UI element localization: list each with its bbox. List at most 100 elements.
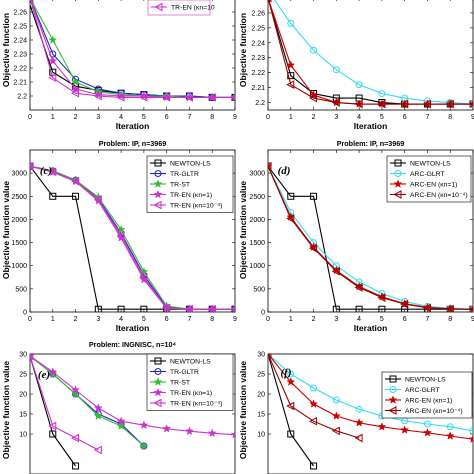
- x-tick-label: 0: [266, 316, 270, 323]
- legend-marker: [154, 2, 163, 12]
- legend-marker: [389, 386, 397, 393]
- legend-label: ARC-EN (κn=1): [410, 182, 457, 189]
- data-point: [71, 433, 80, 443]
- data-point: [287, 430, 295, 438]
- legend-label: NEWTON-LS: [405, 377, 446, 384]
- data-point: [230, 94, 235, 100]
- data-point: [71, 84, 81, 93]
- series-line-3: [268, 354, 360, 439]
- y-tick-label: 2.23: [251, 55, 265, 62]
- x-tick-label: 3: [334, 316, 338, 323]
- x-tick-label: 1: [51, 114, 55, 121]
- y-tick-label: 2000: [249, 217, 265, 224]
- data-point: [94, 305, 102, 312]
- series-line-0: [268, 165, 473, 310]
- x-tick-label: 3: [96, 114, 100, 121]
- data-point: [93, 91, 102, 101]
- y-axis-label: Objective function: [1, 13, 11, 87]
- data-point: [469, 427, 473, 435]
- series-line-3: [268, 0, 473, 105]
- data-point: [287, 370, 295, 378]
- legend: NEWTON-LS TR-GLTR TR-ST TR-EN (κn=1) TR-EN (…: [146, 155, 234, 213]
- data-point: [286, 80, 295, 89]
- y-tick-label: 2000: [11, 217, 27, 224]
- data-point: [400, 299, 409, 309]
- data-point: [116, 416, 126, 426]
- legend-label: NEWTON-LS: [170, 161, 211, 168]
- y-tick-label: 2.25: [13, 24, 27, 31]
- y-tick-label: 2.22: [13, 66, 27, 73]
- x-tick-label: 5: [142, 316, 146, 323]
- x-tick-label: 4: [357, 316, 361, 323]
- y-tick-label: 3000: [249, 171, 265, 178]
- x-tick-label: 2: [312, 316, 316, 323]
- data-point: [309, 243, 318, 253]
- legend-label: TR-ST: [170, 380, 190, 387]
- legend-label: TR-EN (κn=10⁻⁴): [170, 203, 222, 210]
- chart-a: 0 1 2 3 4 5 6 7 8 9 2.2 2.21 2.22 2.23 2.24 2.25 2.26 Ite…: [1, 0, 237, 131]
- x-tick-label: 0: [28, 114, 32, 121]
- legend-marker: [153, 189, 163, 199]
- data-point: [332, 305, 340, 312]
- legend-marker: [153, 398, 162, 408]
- data-point: [286, 401, 295, 411]
- chart-b: 0 1 2 3 4 5 6 7 8 9 2.2 2.21 2.22 2.23 2.24 2.25 2.26 Ite…: [238, 0, 474, 131]
- data-point: [184, 426, 194, 436]
- y-tick-label: 2.24: [251, 40, 265, 47]
- legend-marker: [154, 357, 162, 365]
- data-point: [446, 423, 454, 431]
- data-point: [116, 224, 126, 234]
- legend-marker: [154, 159, 162, 167]
- data-point: [184, 304, 193, 312]
- data-point: [48, 35, 58, 44]
- data-point: [230, 430, 235, 439]
- data-point: [309, 399, 319, 408]
- data-point: [309, 90, 319, 99]
- x-tick-label: 1: [51, 316, 55, 323]
- x-tick-label: 5: [380, 316, 384, 323]
- x-tick-label: 3: [334, 114, 338, 121]
- data-point: [71, 88, 80, 98]
- data-point: [116, 421, 126, 430]
- data-point: [354, 283, 363, 292]
- legend-label: ARC-EN (κn=10⁻⁴): [410, 192, 468, 199]
- legend-label: TR-EN (κn=1): [170, 192, 212, 199]
- x-tick-label: 7: [425, 114, 429, 121]
- data-point: [162, 303, 171, 312]
- legend-marker: [154, 368, 162, 375]
- series-line-0: [268, 354, 315, 467]
- data-point: [332, 396, 340, 404]
- data-point: [468, 306, 473, 312]
- x-tick-label: 8: [210, 114, 214, 121]
- data-point: [71, 176, 80, 186]
- chart-title: Problem: IP, n=3969: [99, 139, 167, 148]
- legend-label: ARC-EN (κn=10⁻⁴): [405, 408, 463, 415]
- data-point: [184, 93, 193, 102]
- data-point: [139, 420, 149, 430]
- series-layer: [268, 0, 473, 109]
- legend-marker: [388, 406, 397, 415]
- legend-marker: [389, 375, 397, 383]
- y-tick-label: 2500: [11, 194, 27, 201]
- series-layer: [30, 0, 235, 102]
- x-tick-label: 6: [165, 316, 169, 323]
- data-point: [162, 93, 171, 102]
- series-line-4: [30, 0, 235, 98]
- data-point: [468, 101, 473, 107]
- y-tick-label: 2.24: [13, 38, 27, 45]
- y-tick-label: 2.2: [255, 100, 265, 107]
- x-axis-label: Iteration: [354, 323, 388, 333]
- data-point: [377, 293, 386, 302]
- legend-marker: [153, 200, 162, 210]
- data-point: [378, 305, 386, 312]
- series-layer: [268, 354, 473, 470]
- data-point: [230, 306, 235, 312]
- x-tick-label: 1: [289, 316, 293, 323]
- series-line-1: [30, 0, 235, 98]
- data-point: [207, 93, 216, 102]
- series-line-3: [30, 355, 235, 436]
- y-tick-label: 2.2: [17, 94, 27, 101]
- data-point: [422, 428, 432, 437]
- data-point: [72, 192, 80, 200]
